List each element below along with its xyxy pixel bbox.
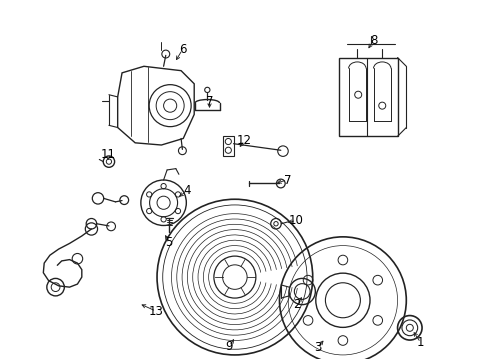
Text: 8: 8	[369, 33, 376, 46]
Text: 1: 1	[416, 336, 424, 349]
Text: 9: 9	[225, 340, 232, 353]
Text: 3: 3	[314, 341, 321, 354]
Text: 10: 10	[288, 214, 303, 227]
Text: 2: 2	[293, 298, 300, 311]
Text: 12: 12	[237, 134, 251, 147]
Text: 4: 4	[183, 184, 190, 197]
Text: 5: 5	[165, 235, 173, 249]
Text: 7: 7	[283, 174, 290, 186]
Text: 11: 11	[101, 148, 115, 161]
Text: 7: 7	[205, 95, 213, 108]
Text: 6: 6	[178, 43, 186, 56]
Text: 13: 13	[148, 305, 163, 318]
